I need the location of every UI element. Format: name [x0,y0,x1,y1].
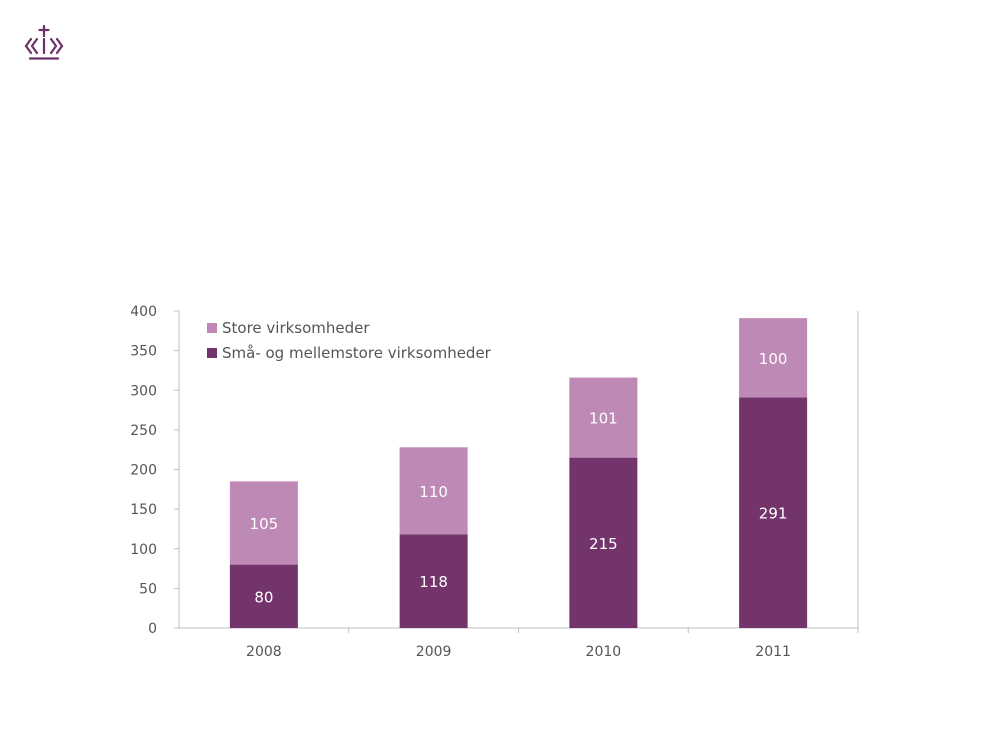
y-tick-label: 300 [130,383,157,399]
y-tick-label: 100 [130,542,157,558]
bar-data-label: 291 [759,505,788,523]
bar-data-label: 110 [419,483,448,501]
y-tick-label: 150 [130,502,157,518]
chart-axes: 0 50 100 150 200 250 300 350 400 2008 2009 2010 2011 [130,304,859,660]
bar-large-2010 [569,377,638,458]
bar-data-label: 105 [250,515,279,533]
x-category-label: 2009 [416,644,452,660]
bar-data-label: 80 [254,588,273,606]
y-tick-label: 400 [130,304,157,320]
legend-swatch-small-medium [207,348,217,358]
bar-large-2009 [399,447,468,535]
legend-label: Små- og mellemstore virksomheder [222,344,492,362]
bar-small-medium-2008 [229,564,298,628]
bar-data-label: 215 [589,535,618,553]
x-category-label: 2008 [246,644,282,660]
legend-swatch-large [207,323,217,333]
y-tick-label: 50 [139,581,157,597]
x-category-label: 2011 [755,644,791,660]
chart-bars: 80 105 118 110 215 101 291 100 [229,318,808,628]
bar-data-label: 101 [589,410,618,428]
bar-large-2008 [229,481,298,565]
legend-label: Store virksomheder [222,319,370,337]
bar-small-medium-2011 [739,397,808,628]
bar-small-medium-2010 [569,457,638,628]
bar-small-medium-2009 [399,534,468,628]
bar-data-label: 118 [419,573,448,591]
x-category-label: 2010 [586,644,622,660]
royal-crown-icon [24,24,64,60]
y-tick-label: 200 [130,463,157,479]
y-tick-label: 350 [130,344,157,360]
y-tick-label: 250 [130,423,157,439]
bar-data-label: 100 [759,350,788,368]
chart-legend: Store virksomheder Små- og mellemstore vi… [207,319,492,362]
y-tick-label: 0 [148,621,157,637]
bar-large-2011 [739,318,808,398]
